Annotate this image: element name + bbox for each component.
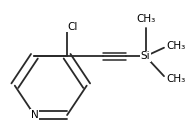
Text: CH₃: CH₃ <box>136 14 155 24</box>
Text: CH₃: CH₃ <box>167 42 186 51</box>
Text: Cl: Cl <box>67 22 77 32</box>
Text: CH₃: CH₃ <box>167 74 186 84</box>
Text: Si: Si <box>141 51 150 61</box>
Text: N: N <box>30 110 38 120</box>
